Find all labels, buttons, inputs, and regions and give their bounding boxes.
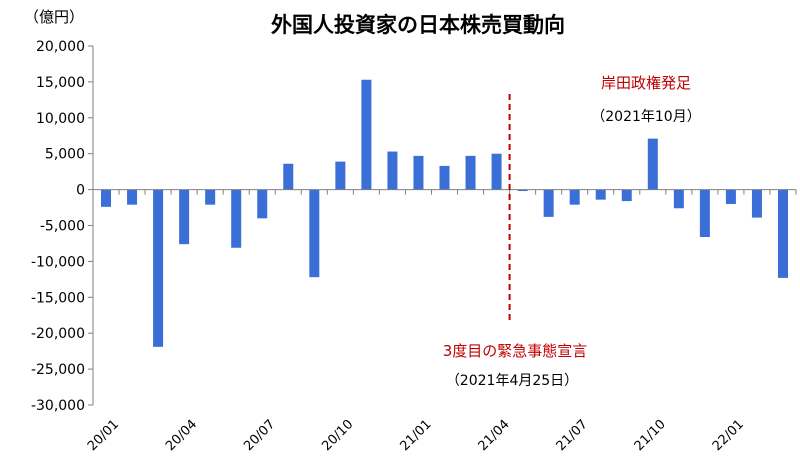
x-tick-label: 20/01 — [85, 417, 122, 454]
bars — [101, 79, 788, 347]
bar — [413, 155, 424, 190]
y-axis: 20,000 15,000 10,000 5,000 0 -5,000 -10,000 -15… — [31, 39, 94, 414]
bar — [231, 189, 242, 248]
x-tick-label: 21/10 — [632, 417, 669, 454]
emergency-declaration-label: 3度目の緊急事態宣言 — [443, 342, 588, 360]
bar — [725, 189, 736, 204]
chart-title: 外国人投資家の日本株売買動向 — [271, 13, 565, 37]
x-tick-label: 20/07 — [241, 417, 278, 454]
x-tick-label: 21/04 — [476, 417, 513, 454]
x-axis: 20/01 20/04 20/07 20/10 21/01 21/04 21/07 21/10… — [85, 189, 797, 454]
x-tick-label: 21/07 — [554, 417, 591, 454]
bar — [751, 189, 762, 218]
y-tick-label: 15,000 — [36, 75, 85, 91]
x-tick-label: 20/10 — [319, 417, 356, 454]
bar — [257, 189, 268, 219]
y-tick-label: -5,000 — [40, 219, 85, 235]
bar — [179, 189, 190, 245]
emergency-declaration-date: （2021年4月25日） — [446, 373, 578, 389]
bar — [465, 155, 476, 190]
bar — [361, 79, 372, 190]
y-tick-label: 0 — [76, 183, 85, 199]
bar — [595, 189, 606, 200]
bar — [491, 153, 502, 190]
x-tick-label: 22/01 — [710, 417, 747, 454]
x-tick-label: 20/04 — [163, 417, 200, 454]
bar — [543, 189, 554, 217]
y-tick-label: -20,000 — [31, 326, 85, 342]
y-tick-label: -30,000 — [31, 398, 85, 414]
bar — [517, 189, 528, 192]
bar — [153, 189, 164, 347]
y-tick-label: 10,000 — [36, 111, 85, 127]
y-tick-label: 20,000 — [36, 39, 85, 55]
bar — [283, 163, 294, 190]
bar — [569, 189, 580, 205]
y-axis-unit-label: （億円） — [24, 8, 84, 26]
bar — [699, 189, 710, 237]
y-tick-label: -25,000 — [31, 362, 85, 378]
y-tick-label: 5,000 — [45, 147, 85, 163]
x-tick-label: 21/01 — [397, 417, 434, 454]
kishida-administration-date: （2021年10月） — [591, 109, 700, 125]
kishida-administration-label: 岸田政権発足 — [601, 74, 691, 92]
bar — [387, 151, 398, 190]
bar — [309, 189, 320, 278]
bar — [777, 189, 788, 278]
bar — [335, 161, 346, 190]
bar — [101, 189, 112, 207]
bar — [621, 189, 632, 202]
bar — [127, 189, 138, 205]
bar — [673, 189, 684, 209]
bar — [205, 189, 216, 205]
bar — [439, 165, 450, 190]
bar — [647, 138, 658, 190]
y-tick-label: -10,000 — [31, 254, 85, 270]
y-tick-label: -15,000 — [31, 290, 85, 306]
